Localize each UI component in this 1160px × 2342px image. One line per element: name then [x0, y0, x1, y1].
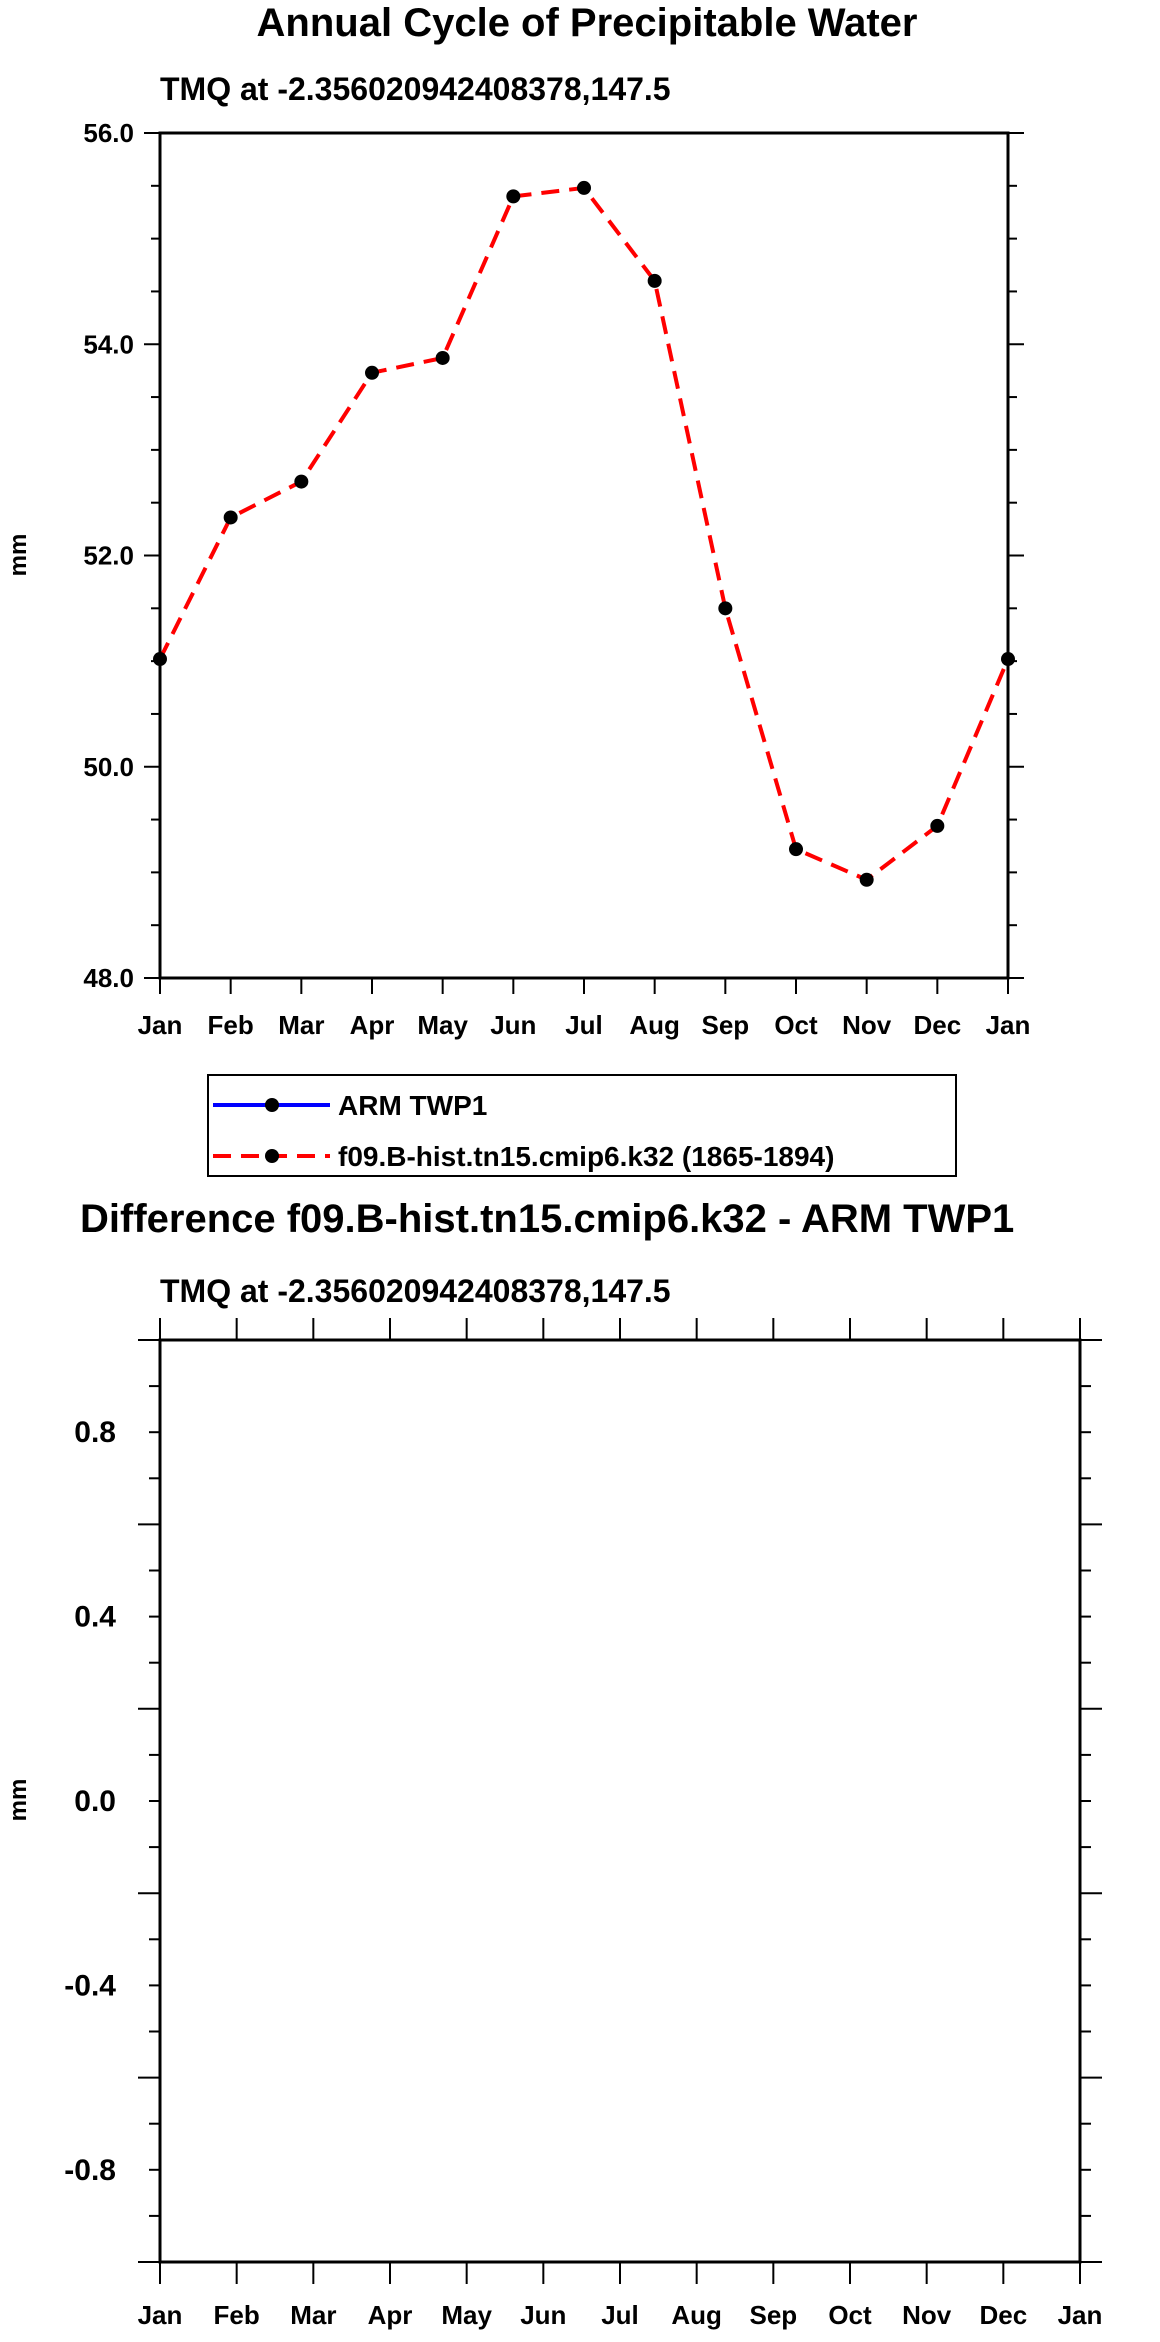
chart1-xtick-label: Apr — [350, 1010, 395, 1040]
chart2-ytick-label: -0.8 — [64, 2154, 116, 2187]
chart2-title: Difference f09.B-hist.tn15.cmip6.k32 - A… — [80, 1197, 1014, 1241]
chart2-xtick-label: Oct — [828, 2300, 872, 2330]
chart1-xtick-label: Nov — [842, 1010, 892, 1040]
chart2-frame — [158, 1338, 1082, 2264]
chart1-xtick-label: Aug — [629, 1010, 680, 1040]
chart2-ylabel: mm — [5, 1779, 32, 1822]
chart1-xtick-label: Sep — [701, 1010, 749, 1040]
chart1-plot-area: 48.0 50.0 52.0 54.0 56.0 Jan Feb Mar Apr May Jun Ju… — [83, 118, 1030, 1040]
chart1-xtick-label: Jun — [490, 1010, 536, 1040]
chart1-ytick-label: 50.0 — [83, 752, 134, 782]
legend-marker-model — [265, 1149, 279, 1163]
chart1-data-point — [930, 818, 945, 833]
chart1-xtick-label: Jan — [986, 1010, 1031, 1040]
chart2-xtick-label: Jun — [520, 2300, 566, 2330]
chart1-ytick-label: 48.0 — [83, 963, 134, 993]
chart1-subtitle: TMQ at -2.356020942408378,147.5 — [160, 71, 671, 107]
chart1-xtick-label: Feb — [208, 1010, 254, 1040]
chart1-ytick-label: 56.0 — [83, 118, 134, 148]
chart2-plot-area: -0.8 -0.4 0.0 0.4 0.8 Jan Feb Mar Apr May Jun Jul Au… — [64, 1318, 1102, 2330]
chart1-xtick-label: Mar — [278, 1010, 324, 1040]
chart1-data-point — [506, 189, 521, 204]
chart1-xtick-label: Oct — [774, 1010, 818, 1040]
chart1-data-point — [223, 510, 238, 525]
chart2-xtick-label: Nov — [902, 2300, 952, 2330]
chart1-data-point — [859, 872, 874, 887]
chart1-ylabel: mm — [5, 534, 32, 577]
chart1-xtick-label: Jul — [565, 1010, 603, 1040]
legend-label-model: f09.B-hist.tn15.cmip6.k32 (1865-1894) — [338, 1141, 834, 1172]
chart1-title: Annual Cycle of Precipitable Water — [257, 1, 918, 45]
chart1-data-point — [435, 350, 450, 365]
legend-box — [207, 1074, 957, 1177]
chart1-data-point — [1001, 652, 1015, 667]
chart1-frame — [158, 131, 1010, 980]
legend-marker-arm — [265, 1098, 279, 1112]
chart1-data-point — [718, 601, 733, 616]
chart1-data-point — [647, 273, 662, 288]
legend: ARM TWP1 f09.B-hist.tn15.cmip6.k32 (1865… — [207, 1074, 957, 1177]
chart2-ytick-label: 0.0 — [74, 1785, 116, 1818]
chart1-data-point — [789, 842, 803, 857]
chart1-xtick-label: Jan — [138, 1010, 183, 1040]
chart2-ytick-label: 0.8 — [74, 1416, 116, 1449]
chart1-data-point — [365, 365, 379, 380]
chart2-xtick-label: May — [441, 2300, 492, 2330]
chart1-series-line — [158, 185, 1010, 883]
chart2-ytick-label: 0.4 — [74, 1601, 116, 1634]
chart2-xtick-label: Apr — [368, 2300, 413, 2330]
chart2-xtick-label: Jan — [1058, 2300, 1103, 2330]
chart2-xtick-label: Jan — [138, 2300, 183, 2330]
chart2-xtick-label: Mar — [290, 2300, 336, 2330]
chart2-xtick-label: Sep — [749, 2300, 797, 2330]
chart1-xtick-label: May — [417, 1010, 468, 1040]
chart1-data-point — [294, 474, 309, 489]
chart1-data-point — [577, 180, 591, 195]
chart2-xtick-label: Aug — [671, 2300, 722, 2330]
chart2-ytick-label: -0.4 — [64, 1969, 116, 2002]
chart1-ytick-label: 52.0 — [83, 541, 134, 571]
chart1-ytick-label: 54.0 — [83, 329, 134, 359]
chart2-xtick-label: Feb — [214, 2300, 260, 2330]
chart2-subtitle: TMQ at -2.356020942408378,147.5 — [160, 1273, 671, 1309]
chart2-xtick-label: Dec — [979, 2300, 1027, 2330]
chart2-xtick-label: Jul — [601, 2300, 639, 2330]
chart1-xtick-label: Dec — [913, 1010, 961, 1040]
legend-label-arm: ARM TWP1 — [338, 1090, 487, 1121]
chart1-data-point — [153, 652, 167, 667]
